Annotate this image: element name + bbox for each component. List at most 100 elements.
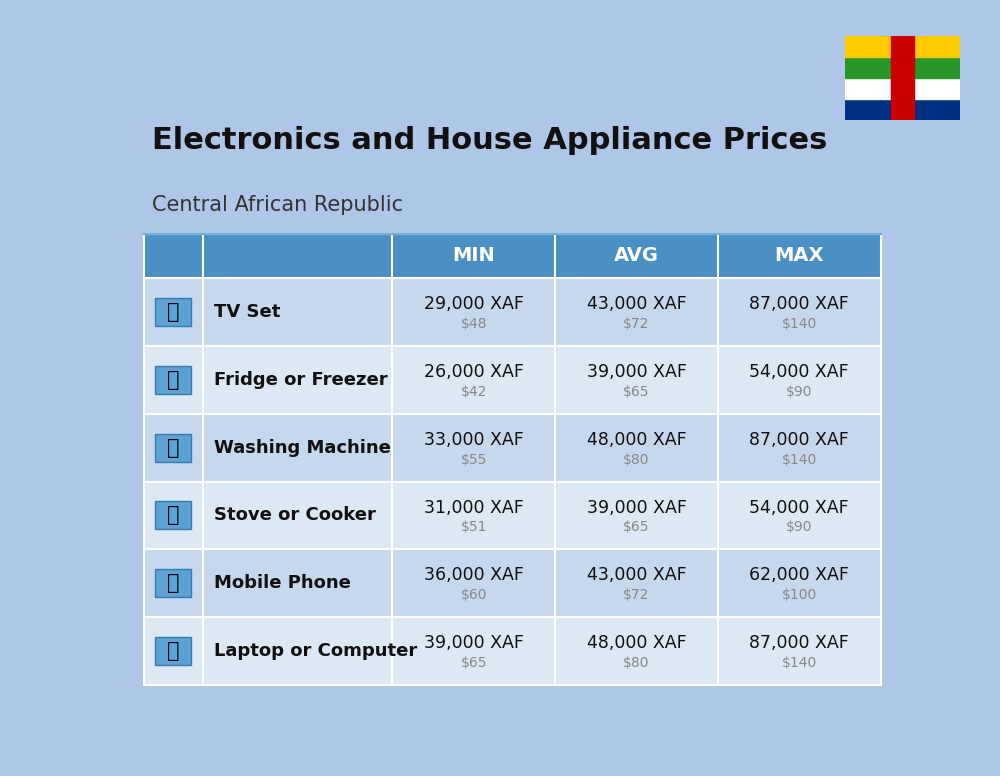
Text: 62,000 XAF: 62,000 XAF xyxy=(749,566,849,584)
Bar xyxy=(718,279,881,346)
Text: MIN: MIN xyxy=(452,247,495,265)
Text: 🧊: 🧊 xyxy=(167,370,180,390)
Text: $65: $65 xyxy=(623,521,650,535)
Text: ★: ★ xyxy=(855,40,869,56)
Bar xyxy=(155,637,191,665)
Bar xyxy=(392,279,555,346)
Bar xyxy=(155,434,191,462)
Bar xyxy=(845,99,960,120)
Bar xyxy=(392,346,555,414)
Bar xyxy=(555,414,718,481)
Text: 33,000 XAF: 33,000 XAF xyxy=(424,431,524,449)
Bar xyxy=(845,57,960,78)
Bar xyxy=(202,617,392,684)
Text: TV Set: TV Set xyxy=(214,303,280,321)
Text: 36,000 XAF: 36,000 XAF xyxy=(424,566,524,584)
Text: 39,000 XAF: 39,000 XAF xyxy=(587,499,686,517)
Bar xyxy=(555,279,718,346)
Text: 📺: 📺 xyxy=(167,302,180,322)
Text: 📱: 📱 xyxy=(167,573,180,593)
Text: $140: $140 xyxy=(782,452,817,466)
Text: 54,000 XAF: 54,000 XAF xyxy=(749,363,849,381)
Text: $51: $51 xyxy=(460,521,487,535)
Text: 39,000 XAF: 39,000 XAF xyxy=(587,363,686,381)
Bar xyxy=(392,234,555,279)
Bar xyxy=(144,414,202,481)
Text: Fridge or Freezer: Fridge or Freezer xyxy=(214,371,388,389)
Bar xyxy=(555,549,718,617)
Bar xyxy=(718,617,881,684)
Text: $48: $48 xyxy=(460,317,487,331)
Text: Central African Republic: Central African Republic xyxy=(152,195,403,215)
Bar xyxy=(555,481,718,549)
Text: AVG: AVG xyxy=(614,247,659,265)
Text: 💻: 💻 xyxy=(167,641,180,661)
Text: $90: $90 xyxy=(786,385,812,399)
Text: 🫧: 🫧 xyxy=(167,438,180,458)
Text: 43,000 XAF: 43,000 XAF xyxy=(587,296,686,314)
Text: 87,000 XAF: 87,000 XAF xyxy=(749,431,849,449)
Text: $72: $72 xyxy=(623,588,650,602)
Text: 48,000 XAF: 48,000 XAF xyxy=(587,634,686,652)
Text: 🔥: 🔥 xyxy=(167,505,180,525)
Bar xyxy=(202,279,392,346)
Bar xyxy=(718,346,881,414)
Bar xyxy=(155,569,191,597)
Bar xyxy=(155,366,191,394)
Text: Stove or Cooker: Stove or Cooker xyxy=(214,507,376,525)
Text: 48,000 XAF: 48,000 XAF xyxy=(587,431,686,449)
Text: MAX: MAX xyxy=(774,247,824,265)
Bar xyxy=(555,346,718,414)
Text: 39,000 XAF: 39,000 XAF xyxy=(424,634,524,652)
Bar xyxy=(718,481,881,549)
Text: Washing Machine: Washing Machine xyxy=(214,438,391,456)
Bar xyxy=(202,414,392,481)
Text: 87,000 XAF: 87,000 XAF xyxy=(749,296,849,314)
Text: 43,000 XAF: 43,000 XAF xyxy=(587,566,686,584)
Text: $140: $140 xyxy=(782,656,817,670)
Bar xyxy=(891,36,914,120)
Text: 26,000 XAF: 26,000 XAF xyxy=(424,363,524,381)
Bar xyxy=(845,78,960,99)
Bar xyxy=(144,617,202,684)
Text: 54,000 XAF: 54,000 XAF xyxy=(749,499,849,517)
Bar xyxy=(144,549,202,617)
Bar xyxy=(144,346,202,414)
Bar xyxy=(144,279,202,346)
Text: $90: $90 xyxy=(786,521,812,535)
Text: $80: $80 xyxy=(623,656,650,670)
Text: $65: $65 xyxy=(623,385,650,399)
Bar xyxy=(392,617,555,684)
Text: $60: $60 xyxy=(460,588,487,602)
Bar xyxy=(144,481,202,549)
Text: $80: $80 xyxy=(623,452,650,466)
Text: $72: $72 xyxy=(623,317,650,331)
Bar xyxy=(155,298,191,326)
Bar xyxy=(155,501,191,529)
Bar xyxy=(144,234,202,279)
Text: $100: $100 xyxy=(782,588,817,602)
Text: $65: $65 xyxy=(460,656,487,670)
Bar xyxy=(718,234,881,279)
Bar xyxy=(555,617,718,684)
Bar xyxy=(202,346,392,414)
Bar xyxy=(718,414,881,481)
Text: Mobile Phone: Mobile Phone xyxy=(214,574,351,592)
Text: $55: $55 xyxy=(461,452,487,466)
Text: Laptop or Computer: Laptop or Computer xyxy=(214,642,417,660)
Bar xyxy=(202,481,392,549)
Text: $42: $42 xyxy=(461,385,487,399)
Bar xyxy=(202,549,392,617)
Bar xyxy=(392,414,555,481)
Text: $140: $140 xyxy=(782,317,817,331)
Text: 87,000 XAF: 87,000 XAF xyxy=(749,634,849,652)
Bar xyxy=(392,481,555,549)
Text: Electronics and House Appliance Prices: Electronics and House Appliance Prices xyxy=(152,126,828,155)
Bar xyxy=(202,234,392,279)
Bar xyxy=(845,36,960,57)
Bar xyxy=(718,549,881,617)
Text: 31,000 XAF: 31,000 XAF xyxy=(424,499,524,517)
Text: 29,000 XAF: 29,000 XAF xyxy=(424,296,524,314)
Bar xyxy=(555,234,718,279)
Bar xyxy=(392,549,555,617)
